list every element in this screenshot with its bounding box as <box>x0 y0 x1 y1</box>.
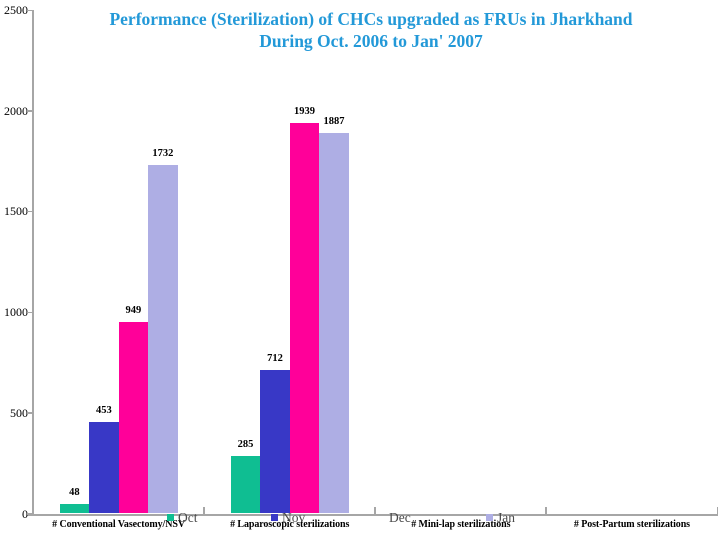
x-axis-tick-mark <box>203 507 205 514</box>
legend-label: Oct <box>178 510 198 525</box>
bar-nov-cat2 <box>260 370 290 514</box>
category-label: # Conventional Vasectomy/NSV <box>52 519 185 530</box>
bar-dec-cat2 <box>289 122 320 514</box>
y-axis-tick-mark <box>27 9 33 11</box>
y-axis-tick-label: 2500 <box>4 3 28 17</box>
bar-dec-cat1 <box>118 322 149 514</box>
x-axis-tick-mark <box>374 507 376 514</box>
x-axis-tick-mark <box>545 507 547 514</box>
bar-oct-cat1 <box>59 503 90 514</box>
y-axis-tick-mark <box>27 110 33 112</box>
legend-swatch-icon <box>486 514 493 521</box>
bar-value-label: 949 <box>125 305 142 317</box>
legend-label: Dec <box>389 510 411 525</box>
chart-title-line2: During Oct. 2006 to Jan' 2007 <box>259 31 483 51</box>
y-axis-tick-label: 1000 <box>4 305 28 320</box>
legend-item-jan: Jan <box>486 510 515 526</box>
legend-swatch-icon <box>271 514 278 521</box>
legend-label: Nov <box>282 510 306 525</box>
y-axis-tick-label: 1500 <box>4 204 28 219</box>
legend-item-oct: Oct <box>167 510 198 526</box>
legend-swatch-icon <box>167 514 174 521</box>
bar-jan-cat1 <box>148 164 178 514</box>
bar-value-label: 285 <box>237 439 254 451</box>
category-label: # Mini-lap sterilizations <box>411 519 511 530</box>
y-axis-tick-mark <box>27 513 33 515</box>
y-axis-tick-mark <box>27 210 33 213</box>
legend-label: Jan <box>497 510 515 525</box>
y-axis-line <box>31 10 34 515</box>
bar-value-label: 453 <box>95 405 112 417</box>
bar-oct-cat2 <box>230 456 261 514</box>
bar-value-label: 48 <box>69 486 80 498</box>
legend-item-nov: Nov <box>271 510 305 526</box>
x-axis-line <box>27 513 718 516</box>
y-axis-tick-label: 500 <box>10 405 28 420</box>
bar-nov-cat1 <box>89 422 119 514</box>
bar-value-label: 1732 <box>152 147 174 159</box>
chart-title-line1: Performance (Sterilization) of CHCs upgr… <box>109 9 633 29</box>
category-label: # Laparoscopic sterilizations <box>230 519 350 530</box>
legend-item-dec: Dec <box>389 510 411 526</box>
bar-jan-cat2 <box>319 133 349 514</box>
y-axis-tick-label: 0 <box>22 506 28 521</box>
y-axis-tick-mark <box>27 311 33 314</box>
y-axis-tick-label: 2000 <box>4 103 28 118</box>
category-label: # Post-Partum sterilizations <box>573 519 690 530</box>
y-axis-tick-mark <box>27 412 33 414</box>
bar-value-label: 712 <box>267 353 283 365</box>
bar-value-label: 1939 <box>293 105 315 117</box>
x-axis-tick-mark <box>716 507 718 514</box>
bar-value-label: 1887 <box>323 116 345 128</box>
